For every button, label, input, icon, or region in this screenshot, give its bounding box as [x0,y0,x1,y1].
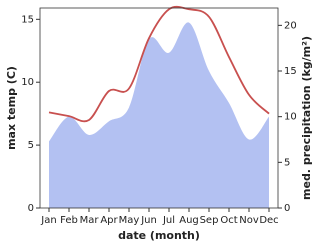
y2-tick-label: 10 [284,112,297,123]
y2-tick-label: 15 [284,66,297,77]
y-tick-label: 5 [28,140,34,151]
plot-frame [39,7,279,209]
temperature-line [48,5,270,123]
y-tick-label: 15 [21,14,34,25]
x-tick-label: Mar [80,215,100,226]
x-tick-label: Apr [100,215,118,226]
y2-tick-label: 0 [284,203,290,214]
y2-tick-label: 5 [284,157,290,168]
x-axis-label: date (month) [118,229,200,242]
x-tick-label: Sep [200,215,219,226]
y-tick-label: 10 [21,77,34,88]
x-tick-label: Feb [60,215,78,226]
x-tick-label: Aug [179,215,199,226]
x-tick-label: May [119,215,140,226]
y-axis-label: max temp (C) [5,66,18,150]
precipitation-area [49,22,269,208]
y2-axis-label: med. precipitation (kg/m²) [300,36,313,200]
y-tick-label: 0 [28,203,34,214]
y2-tick-label: 20 [284,20,297,31]
x-tick-label: Nov [239,215,259,226]
x-tick-label: Dec [259,215,278,226]
x-tick-label: Jul [162,215,175,226]
x-tick-label: Jun [140,215,157,226]
x-tick-label: Oct [220,215,237,226]
x-tick-label: Jan [40,215,56,226]
